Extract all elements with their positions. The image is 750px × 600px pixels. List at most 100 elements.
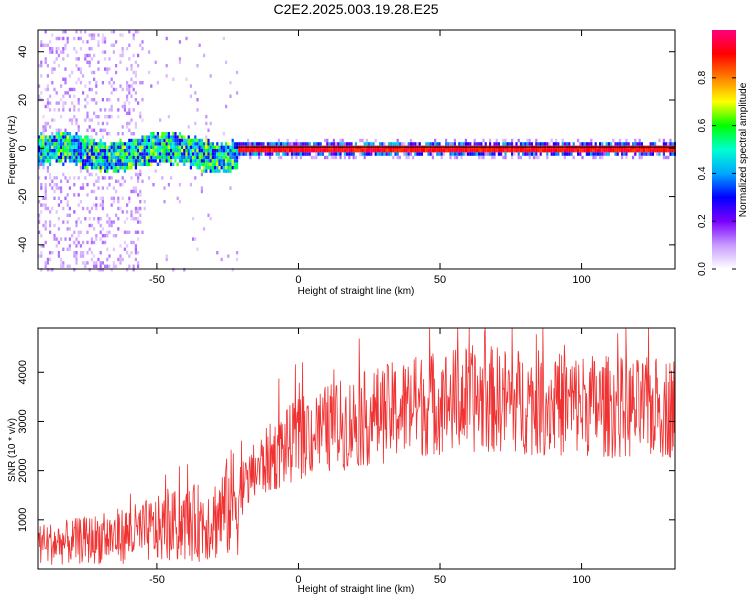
heatmap-cell — [40, 251, 43, 255]
heatmap-cell — [90, 152, 93, 156]
heatmap-cell — [194, 152, 197, 156]
heatmap-cell — [183, 155, 186, 160]
heatmap-cell — [185, 142, 188, 146]
heatmap-cell — [229, 149, 232, 153]
heatmap-cell — [253, 152, 256, 156]
heatmap-cell — [115, 87, 118, 92]
heatmap-cell — [225, 145, 228, 149]
heatmap-cell — [269, 152, 272, 156]
heatmap-cell — [137, 237, 140, 241]
heatmap-cell — [161, 149, 164, 153]
heatmap-cell — [106, 186, 109, 190]
heatmap-cell — [38, 94, 41, 98]
heatmap-cell — [640, 149, 643, 153]
heatmap-cell — [216, 142, 219, 146]
heatmap-cell — [79, 30, 82, 34]
heatmap-cell — [350, 142, 353, 146]
heatmap-cell — [557, 142, 560, 146]
heatmap-cell — [636, 142, 639, 146]
heatmap-cell — [249, 149, 252, 153]
heatmap-cell — [126, 142, 129, 146]
heatmap-cell — [82, 166, 85, 170]
heatmap-cell — [126, 84, 129, 88]
heatmap-cell — [304, 142, 307, 146]
heatmap-cell — [460, 149, 463, 153]
heatmap-cell — [467, 149, 470, 153]
heatmap-cell — [71, 142, 74, 146]
heatmap-cell — [130, 138, 133, 143]
heatmap-cell — [566, 152, 569, 156]
heatmap-cell — [275, 142, 278, 146]
heatmap-cell — [229, 81, 232, 85]
heatmap-cell — [82, 152, 85, 156]
heatmap-cell — [101, 206, 104, 211]
heatmap-cell — [504, 142, 507, 146]
heatmap-cell — [62, 132, 65, 136]
heatmap-cell — [90, 223, 93, 228]
heatmap-cell — [99, 159, 102, 163]
heatmap-cell — [126, 166, 129, 170]
heatmap-cell — [108, 159, 111, 163]
heatmap-cell — [64, 155, 67, 160]
heatmap-cell — [599, 149, 602, 153]
heatmap-cell — [104, 176, 107, 180]
heatmap-cell — [101, 33, 104, 37]
heatmap-cell — [62, 206, 65, 211]
heatmap-cell — [390, 152, 393, 156]
heatmap-cell — [266, 152, 269, 156]
heatmap-cell — [669, 149, 672, 153]
heatmap-cell — [128, 166, 131, 170]
heatmap-cell — [218, 155, 221, 160]
heatmap-cell — [401, 142, 404, 146]
heatmap-cell — [442, 152, 445, 156]
heatmap-cell — [38, 176, 41, 180]
heatmap-cell — [365, 138, 368, 143]
heatmap-cell — [277, 155, 280, 160]
heatmap-cell — [332, 138, 335, 143]
heatmap-cell — [60, 145, 63, 149]
heatmap-cell — [57, 227, 60, 231]
heatmap-cell — [104, 240, 107, 245]
heatmap-cell — [108, 145, 111, 149]
heatmap-cell — [220, 145, 223, 149]
heatmap-cell — [198, 142, 201, 146]
heatmap-cell — [71, 118, 74, 122]
colorbar-ticks: 0.00.20.40.60.8 — [697, 70, 736, 276]
heatmap-cell — [423, 149, 426, 153]
heatmap-cell — [266, 142, 269, 146]
heatmap-cell — [60, 200, 63, 204]
heatmap-cell — [88, 172, 91, 177]
heatmap-cell — [198, 138, 201, 143]
heatmap-cell — [90, 70, 93, 75]
heatmap-cell — [658, 149, 661, 153]
heatmap-cell — [451, 149, 454, 153]
heatmap-cell — [363, 142, 366, 146]
heatmap-cell — [53, 67, 56, 71]
heatmap-cell — [106, 213, 109, 217]
heatmap-cell — [550, 149, 553, 153]
heatmap-cell — [315, 155, 318, 160]
heatmap-cell — [115, 169, 118, 173]
heatmap-cell — [128, 91, 131, 95]
heatmap-cell — [563, 149, 566, 153]
heatmap-cell — [258, 149, 261, 153]
heatmap-cell — [418, 152, 421, 156]
heatmap-cell — [282, 149, 285, 153]
heatmap-cell — [130, 67, 133, 71]
heatmap-cell — [295, 155, 298, 160]
heatmap-cell — [299, 152, 302, 156]
heatmap-cell — [86, 135, 89, 139]
heatmap-cell — [205, 138, 208, 143]
heatmap-cell — [229, 145, 232, 149]
heatmap-cell — [645, 152, 648, 156]
heatmap-cell — [108, 152, 111, 156]
heatmap-cell — [489, 142, 492, 146]
heatmap-cell — [86, 155, 89, 160]
heatmap-cell — [66, 203, 69, 207]
heatmap-cell — [429, 142, 432, 146]
heatmap-cell — [557, 149, 560, 153]
heatmap-cell — [150, 142, 153, 146]
heatmap-cell — [528, 152, 531, 156]
heatmap-cell — [242, 152, 245, 156]
heatmap-cell — [638, 152, 641, 156]
